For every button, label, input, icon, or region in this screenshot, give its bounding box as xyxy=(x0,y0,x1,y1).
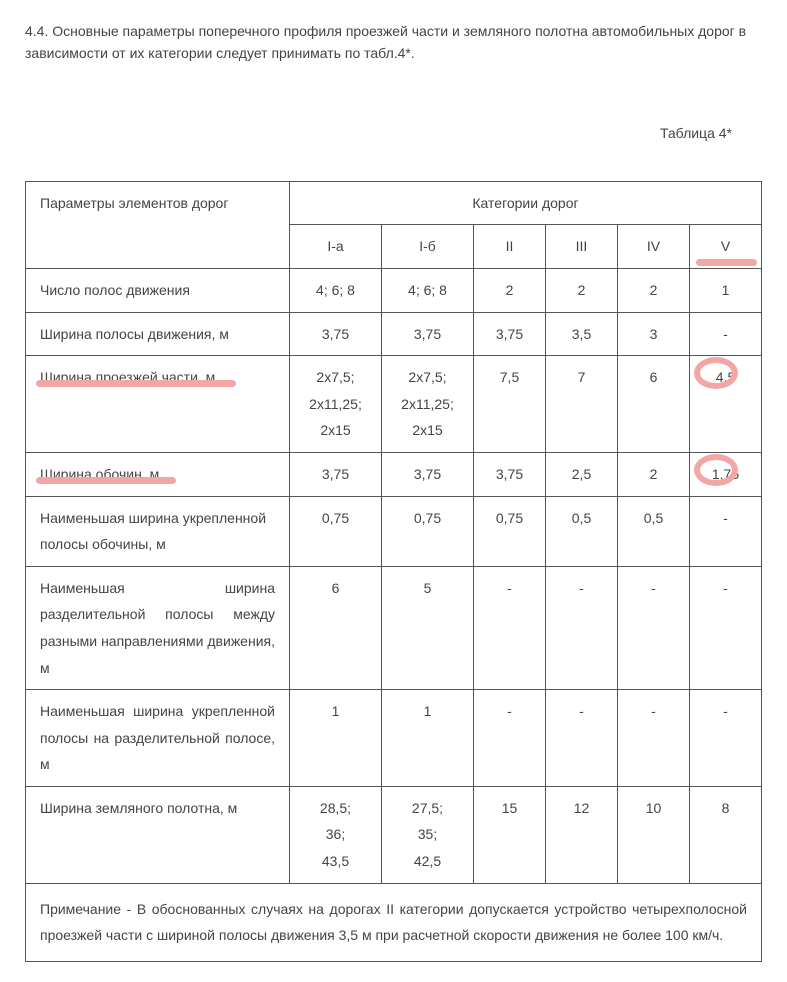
value-cell: - xyxy=(546,690,618,787)
value-cell: 3,75 xyxy=(382,452,474,496)
value-cell: 4,5 xyxy=(690,356,762,453)
value-cell: 28,5;36;43,5 xyxy=(290,786,382,883)
value-cell: 2 xyxy=(474,268,546,312)
header-c1: I-а xyxy=(290,225,382,269)
value-cell: 0,75 xyxy=(382,496,474,566)
value-cell: 2 xyxy=(618,452,690,496)
value-cell: 10 xyxy=(618,786,690,883)
table-row: Наименьшая ширина разделительной полосы … xyxy=(26,566,762,689)
value-cell: 1 xyxy=(690,268,762,312)
intro-paragraph: 4.4. Основные параметры поперечного проф… xyxy=(25,20,762,65)
header-c6: V xyxy=(690,225,762,269)
table-label: Таблица 4* xyxy=(25,125,762,141)
table-row: Ширина земляного полотна, м28,5;36;43,52… xyxy=(26,786,762,883)
header-categories: Категории дорог xyxy=(290,181,762,225)
value-cell: 8 xyxy=(690,786,762,883)
value-cell: - xyxy=(690,312,762,356)
value-cell: 7 xyxy=(546,356,618,453)
params-table: Параметры элементов дорог Категории доро… xyxy=(25,181,762,962)
value-cell: 0,5 xyxy=(546,496,618,566)
table-row: Ширина обочин, м3,753,753,752,521,75 xyxy=(26,452,762,496)
param-cell: Наименьшая ширина разделительной полосы … xyxy=(26,566,290,689)
value-cell: 2х7,5;2х11,25;2х15 xyxy=(290,356,382,453)
param-cell: Ширина проезжей части, м xyxy=(26,356,290,453)
value-cell: 0,75 xyxy=(474,496,546,566)
value-cell: 7,5 xyxy=(474,356,546,453)
header-c4: III xyxy=(546,225,618,269)
table-row: Ширина проезжей части, м2х7,5;2х11,25;2х… xyxy=(26,356,762,453)
highlight-underline xyxy=(36,380,236,387)
header-c2: I-б xyxy=(382,225,474,269)
value-cell: 2 xyxy=(546,268,618,312)
header-params: Параметры элементов дорог xyxy=(26,181,290,268)
table-row: Ширина полосы движения, м3,753,753,753,5… xyxy=(26,312,762,356)
param-cell: Ширина обочин, м xyxy=(26,452,290,496)
value-cell: - xyxy=(618,690,690,787)
value-cell: 4; 6; 8 xyxy=(290,268,382,312)
value-cell: - xyxy=(474,566,546,689)
value-cell: - xyxy=(690,690,762,787)
value-cell: 3,75 xyxy=(474,312,546,356)
value-cell: 2 xyxy=(618,268,690,312)
highlight-circle xyxy=(694,357,738,389)
value-cell: 0,5 xyxy=(618,496,690,566)
param-cell: Ширина полосы движения, м xyxy=(26,312,290,356)
value-cell: 1 xyxy=(290,690,382,787)
value-cell: 12 xyxy=(546,786,618,883)
value-cell: 6 xyxy=(290,566,382,689)
value-cell: 2,5 xyxy=(546,452,618,496)
value-cell: 0,75 xyxy=(290,496,382,566)
value-cell: - xyxy=(690,566,762,689)
value-cell: 3,75 xyxy=(474,452,546,496)
value-cell: 3,75 xyxy=(382,312,474,356)
value-cell: 27,5;35;42,5 xyxy=(382,786,474,883)
param-cell: Наименьшая ширина укрепленной полосы обо… xyxy=(26,496,290,566)
value-cell: 1 xyxy=(382,690,474,787)
param-cell: Число полос движения xyxy=(26,268,290,312)
highlight-underline xyxy=(36,477,176,484)
value-cell: 5 xyxy=(382,566,474,689)
highlight-circle xyxy=(694,454,738,486)
header-c6-text: V xyxy=(721,238,730,254)
header-c5: IV xyxy=(618,225,690,269)
table-row: Наименьшая ширина укрепленной полосы на … xyxy=(26,690,762,787)
header-c3: II xyxy=(474,225,546,269)
value-cell: 1,75 xyxy=(690,452,762,496)
value-cell: 3,75 xyxy=(290,452,382,496)
param-cell: Ширина земляного полотна, м xyxy=(26,786,290,883)
value-cell: 3,75 xyxy=(290,312,382,356)
value-cell: 3 xyxy=(618,312,690,356)
value-cell: 6 xyxy=(618,356,690,453)
value-cell: - xyxy=(474,690,546,787)
table-note: Примечание - В обоснованных случаях на д… xyxy=(26,883,762,961)
value-cell: - xyxy=(690,496,762,566)
value-cell: 4; 6; 8 xyxy=(382,268,474,312)
value-cell: - xyxy=(546,566,618,689)
table-row: Наименьшая ширина укрепленной полосы обо… xyxy=(26,496,762,566)
value-cell: 2х7,5;2х11,25;2х15 xyxy=(382,356,474,453)
value-cell: - xyxy=(618,566,690,689)
param-cell: Наименьшая ширина укрепленной полосы на … xyxy=(26,690,290,787)
table-row: Число полос движения4; 6; 84; 6; 82221 xyxy=(26,268,762,312)
value-cell: 3,5 xyxy=(546,312,618,356)
highlight-header-v xyxy=(696,259,757,266)
value-cell: 15 xyxy=(474,786,546,883)
